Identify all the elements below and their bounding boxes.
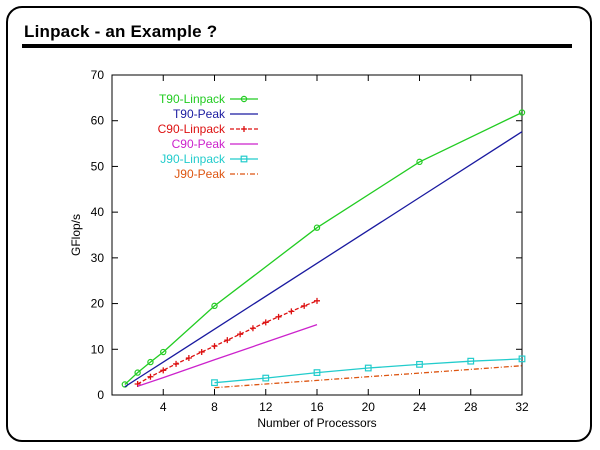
series-line-t90-peak <box>124 131 523 388</box>
data-point-c90-linpack <box>314 297 320 304</box>
data-point-t90-linpack <box>518 109 526 116</box>
y-tick-label: 70 <box>91 68 105 82</box>
y-axis-label: GFlop/s <box>69 214 83 256</box>
legend-label-t90-linpack: T90-Linpack <box>159 92 226 106</box>
x-tick-label: 8 <box>211 400 218 414</box>
x-tick-label: 12 <box>259 400 273 414</box>
legend-marker-t90-linpack <box>240 95 248 103</box>
data-point-c90-linpack <box>224 337 231 344</box>
data-point-t90-linpack <box>211 302 218 310</box>
y-tick-label: 10 <box>91 342 105 356</box>
data-point-c90-linpack <box>160 367 167 374</box>
x-tick-label: 4 <box>160 400 167 414</box>
y-tick-label: 50 <box>91 159 105 173</box>
data-point-c90-linpack <box>185 354 192 361</box>
y-tick-label: 0 <box>97 388 104 402</box>
x-tick-label: 32 <box>515 400 529 414</box>
slide-title: Linpack - an Example ? <box>24 22 218 41</box>
data-point-t90-linpack <box>160 348 167 356</box>
data-point-j90-linpack <box>211 379 218 387</box>
y-tick-label: 40 <box>91 205 105 219</box>
y-tick-label: 20 <box>91 297 105 311</box>
data-point-j90-linpack <box>364 364 372 372</box>
data-point-c90-linpack <box>249 325 256 332</box>
data-point-j90-linpack <box>262 374 270 382</box>
legend-label-j90-peak: J90-Peak <box>174 167 226 181</box>
data-point-t90-linpack <box>134 369 141 376</box>
legend-marker-c90-linpack <box>241 126 247 132</box>
data-point-c90-linpack <box>288 308 295 315</box>
data-point-j90-linpack <box>313 369 321 376</box>
data-point-t90-linpack <box>147 358 154 366</box>
legend-label-t90-peak: T90-Peak <box>173 107 226 121</box>
data-point-c90-linpack <box>211 343 218 350</box>
legend-label-c90-linpack: C90-Linpack <box>158 122 226 136</box>
legend-label-c90-peak: C90-Peak <box>172 137 226 151</box>
series-layer <box>121 109 526 389</box>
data-point-c90-linpack <box>301 302 308 309</box>
x-tick-label: 20 <box>362 400 376 414</box>
legend: T90-LinpackT90-PeakC90-LinpackC90-PeakJ9… <box>158 92 258 181</box>
data-point-c90-linpack <box>275 313 282 320</box>
x-tick-label: 24 <box>413 400 427 414</box>
series-line-j90-linpack <box>214 358 523 384</box>
legend-marker-j90-linpack <box>240 155 248 163</box>
data-point-c90-linpack <box>198 349 205 356</box>
x-axis-label: Number of Processors <box>257 416 376 430</box>
data-point-c90-linpack <box>237 331 244 338</box>
data-point-t90-linpack <box>313 224 321 231</box>
data-point-c90-linpack <box>147 373 154 380</box>
legend-label-j90-linpack: J90-Linpack <box>160 152 226 166</box>
series-line-j90-peak <box>214 365 523 389</box>
series-line-c90-peak <box>137 323 318 387</box>
x-tick-label: 16 <box>310 400 324 414</box>
x-tick-label: 28 <box>464 400 478 414</box>
slide-frame <box>6 6 592 442</box>
data-point-j90-linpack <box>467 357 475 365</box>
title-rule <box>22 44 572 48</box>
data-point-c90-linpack <box>262 319 269 326</box>
data-point-j90-linpack <box>416 360 423 368</box>
y-tick-label: 60 <box>91 114 105 128</box>
data-point-t90-linpack <box>416 158 423 166</box>
y-tick-label: 30 <box>91 251 105 265</box>
data-point-c90-linpack <box>173 360 180 367</box>
data-point-j90-linpack <box>518 355 526 363</box>
axis-ticks: 0 10 20 30 40 50 60 70 4 8 12 16 20 24 28 32 <box>91 68 529 414</box>
